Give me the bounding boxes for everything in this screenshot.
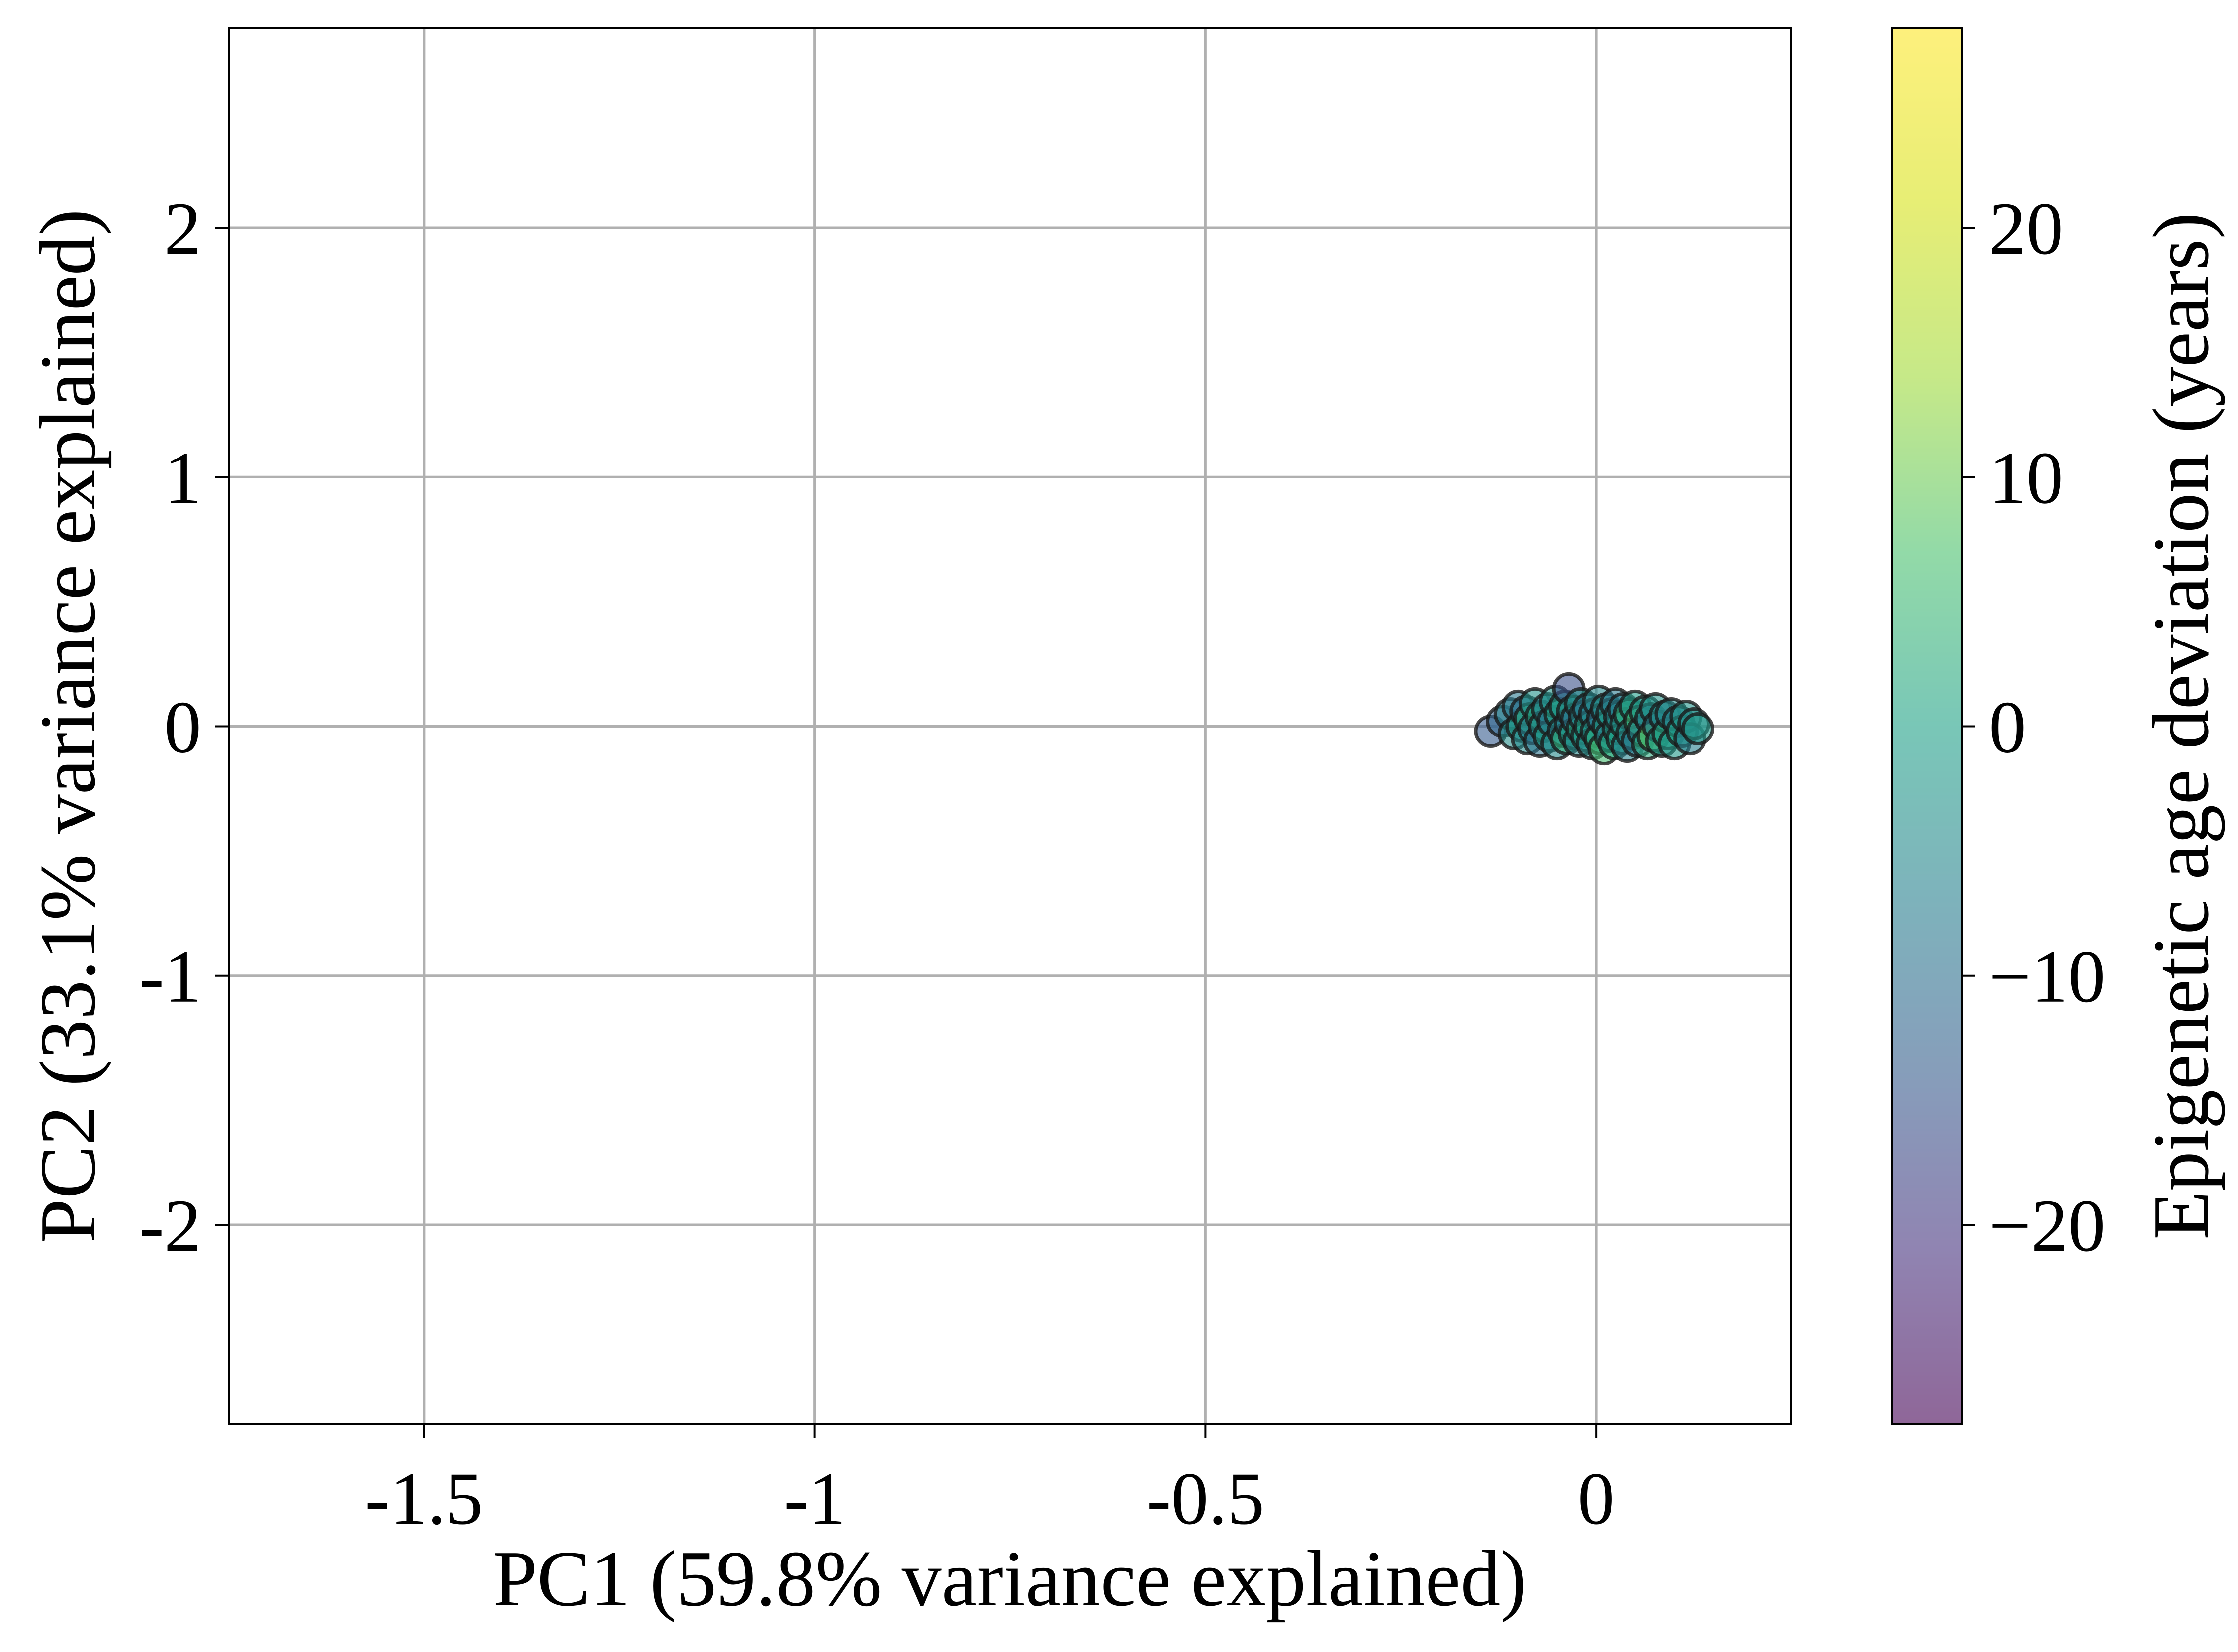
y-tick-label-4: -2 — [139, 1185, 201, 1267]
x-axis-ticks: -1.5 -1 -0.5 0 — [365, 1424, 1615, 1540]
colorbar-label: Epigenetic age deviation (years) — [2137, 212, 2225, 1240]
colorbar-tick-label-1: 10 — [1989, 437, 2063, 519]
y-tick-label-2: 0 — [164, 686, 201, 769]
grid — [229, 28, 1791, 1424]
y-tick-label-3: -1 — [139, 935, 201, 1018]
y-tick-label-1: 1 — [164, 437, 201, 519]
y-axis-ticks: 2 1 0 -1 -2 — [139, 187, 229, 1267]
colorbar-tick-label-0: 20 — [1989, 187, 2063, 270]
y-axis-label: PC2 (33.1% variance explained) — [23, 209, 112, 1243]
y-tick-label-0: 2 — [164, 187, 201, 270]
x-tick-label-3: 0 — [1578, 1458, 1615, 1540]
colorbar — [1892, 28, 1962, 1424]
colorbar-ticks: 20 10 0 −10 −20 — [1962, 187, 2106, 1267]
colorbar-tick-label-4: −20 — [1989, 1185, 2106, 1267]
x-tick-label-1: -1 — [784, 1458, 846, 1540]
x-tick-label-0: -1.5 — [365, 1458, 483, 1540]
scatter-point-76 — [1681, 712, 1714, 746]
x-tick-label-2: -0.5 — [1147, 1458, 1264, 1540]
colorbar-tick-label-3: −10 — [1989, 935, 2106, 1018]
colorbar-tick-label-2: 0 — [1989, 686, 2026, 769]
x-axis-label: PC1 (59.8% variance explained) — [493, 1534, 1526, 1623]
scatter-points — [1474, 672, 1714, 766]
